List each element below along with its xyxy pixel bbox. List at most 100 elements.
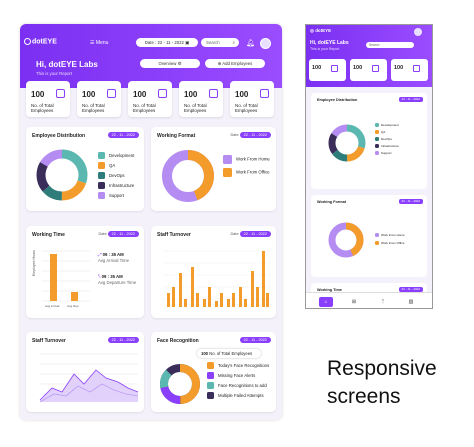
svg-text:Avg Dep.: Avg Dep. (67, 304, 79, 308)
bar-departure (71, 292, 78, 301)
date-chip[interactable]: Date 22 - 11 - 2022 (231, 231, 271, 237)
date-chip[interactable]: 22 - 11 - 2022 (398, 199, 423, 204)
stat-card: 100 No. of Total Employees (26, 81, 70, 117)
id-card-icon (158, 89, 167, 98)
face-recognition-legend: Today's Face Recognitions Missing Face A… (207, 362, 269, 402)
staff-turnover-area-chart (39, 353, 139, 403)
calendar-icon: ▣ (185, 40, 190, 45)
mobile-stat-card: 100 (350, 59, 387, 81)
id-card-icon (331, 65, 338, 72)
desktop-dashboard: dotEYE ☰ Menu Date : 22 - 11 - 2022 ▣ Se… (20, 24, 282, 420)
mobile-subtitle: This is your Report (310, 47, 340, 51)
employee-legend: Development QA DevOps Infrastructure Sup… (98, 152, 134, 202)
legend-item: DevOps (98, 172, 134, 182)
face-recognition-donut-chart (160, 364, 200, 404)
mobile-employee-legend: Development QA DevOps Infrastructure Sup… (375, 123, 399, 158)
staff-turnover-bar-chart (163, 250, 271, 307)
date-chip[interactable]: 22 - 11 - 2022 (107, 337, 139, 343)
bar-arrival (50, 254, 57, 301)
gear-icon: ⚙ (177, 61, 182, 66)
svg-text:Employee Hours: Employee Hours (32, 250, 36, 276)
legend-item: DevOps (375, 137, 399, 144)
mobile-working-format-donut-chart (328, 222, 364, 258)
date-chip[interactable]: Date 22 - 11 - 2022 (231, 132, 271, 138)
people-icon[interactable]: ᛉ (381, 299, 385, 305)
legend-item: Infrastructure (375, 144, 399, 151)
legend-item: Support (375, 151, 399, 158)
departure-icon: ⤣ (98, 274, 101, 279)
working-format-card: Working Format Date 22 - 11 - 2022 Work … (151, 127, 276, 211)
mobile-employee-distribution-card: Employee Distribution 22 - 11 - 2022 Dev… (311, 93, 427, 189)
employee-distribution-card: Employee Distribution 22 - 11 - 2022 Dev… (26, 127, 144, 211)
date-chip[interactable]: Date 22 - 11 - 2022 (99, 231, 139, 237)
stat-card: 100 No. of Total Employees (230, 81, 274, 117)
legend-item: Today's Face Recognitions (207, 362, 269, 372)
legend-item: QA (98, 162, 134, 172)
avatar[interactable] (260, 38, 271, 49)
stat-card: 100 No. of Total Employees (179, 81, 223, 117)
employee-donut-chart (36, 149, 88, 201)
user-icon (372, 65, 379, 72)
id-card-icon (107, 89, 116, 98)
mobile-stat-card: 100 (309, 59, 346, 81)
staff-turnover-area-card: Staff Turnover 22 - 11 - 2022 (26, 332, 144, 412)
mobile-employee-donut-chart (328, 124, 366, 162)
mobile-stat-card: 100 (391, 59, 428, 81)
date-chip[interactable]: 22 - 11 - 2022 (398, 287, 423, 292)
date-chip[interactable]: 22 - 11 - 2022 (239, 337, 271, 343)
mobile-search-input[interactable]: Search (366, 42, 414, 48)
working-format-donut-chart (162, 150, 214, 202)
search-input[interactable]: Search ⌕ (201, 38, 239, 47)
mobile-greeting: Hi, dotEYE Labs (310, 40, 349, 46)
id-card-icon (56, 89, 65, 98)
working-time-bar-chart: Employee Hours Avg Arrival Avg Dep. (32, 250, 90, 308)
working-format-legend: Work From Home Work From Office (223, 155, 270, 181)
legend-item: Face Recognitions to add (207, 382, 269, 392)
svg-text:Avg Arrival: Avg Arrival (45, 304, 60, 308)
legend-item: Work From Home (223, 155, 270, 168)
legend-item: QA (375, 130, 399, 137)
chart-icon[interactable]: ▥ (408, 299, 414, 305)
header-banner: dotEYE ☰ Menu Date : 22 - 11 - 2022 ▣ Se… (20, 24, 282, 88)
arrival-icon: ⤢ (98, 252, 102, 257)
date-chip[interactable]: 22 - 11 - 2022 (398, 97, 423, 102)
legend-item: Multiple Failed Attempts (207, 392, 269, 402)
add-employees-button[interactable]: ⊕ Add Employees (205, 59, 265, 68)
avg-departure-stat: ⤣ 09 : 35 AM Avg Departure Time (98, 274, 137, 285)
menu-button[interactable]: ☰ Menu (90, 40, 109, 46)
greeting: Hi, dotEYE Labs (36, 60, 98, 69)
bell-icon[interactable]: 🔔︎ (246, 40, 255, 47)
mobile-working-format-card: Working Format 22 - 11 - 2022 Work From … (311, 195, 427, 277)
total-employees-chip: 100 No. of Total Employees (197, 349, 261, 358)
chat-icon (260, 89, 269, 98)
brand-logo[interactable]: dotEYE (24, 38, 57, 45)
date-picker[interactable]: Date : 22 - 11 - 2022 ▣ (136, 38, 198, 47)
mobile-brand-logo[interactable]: ◎ dotEYE (310, 28, 332, 33)
staff-turnover-card: Staff Turnover Date 22 - 11 - 2022 (151, 226, 276, 318)
working-time-card: Working Time Date 22 - 11 - 2022 Employe… (26, 226, 144, 318)
legend-item: Work From Office (223, 168, 270, 181)
legend-item: Missing Face Alerts (207, 372, 269, 382)
stat-card: 100 No. of Total Employees (128, 81, 172, 117)
caption: Responsive screens (327, 357, 437, 408)
grid-icon[interactable]: ⊞ (351, 299, 357, 305)
legend-item: Work From Home (375, 233, 405, 241)
date-chip[interactable]: 22 - 11 - 2022 (107, 132, 139, 138)
legend-item: Support (98, 192, 134, 202)
overview-button[interactable]: Overview ⚙ (140, 59, 200, 68)
subtitle: This is your Report (36, 71, 73, 76)
mobile-avatar[interactable] (414, 28, 422, 36)
stat-card: 100 No. of Total Employees (77, 81, 121, 117)
legend-item: Development (375, 123, 399, 130)
mobile-dashboard: ◎ dotEYE Hi, dotEYE Labs This is your Re… (305, 24, 433, 309)
plus-icon: ⊕ (217, 61, 222, 66)
mobile-bottom-nav: ⌂ ⊞ ᛉ ▥ (306, 292, 432, 308)
mobile-working-format-legend: Work From Home Work From Office (375, 233, 405, 249)
search-icon: ⌕ (232, 40, 235, 45)
face-recognition-card: Face Recognition 22 - 11 - 2022 100 No. … (151, 332, 276, 412)
avg-arrival-stat: ⤢ 09 : 35 AM Avg Arrival Time (98, 252, 129, 263)
legend-item: Work From Office (375, 241, 405, 249)
id-card-icon (209, 89, 218, 98)
home-icon[interactable]: ⌂ (319, 297, 333, 307)
legend-item: Infrastructure (98, 182, 134, 192)
